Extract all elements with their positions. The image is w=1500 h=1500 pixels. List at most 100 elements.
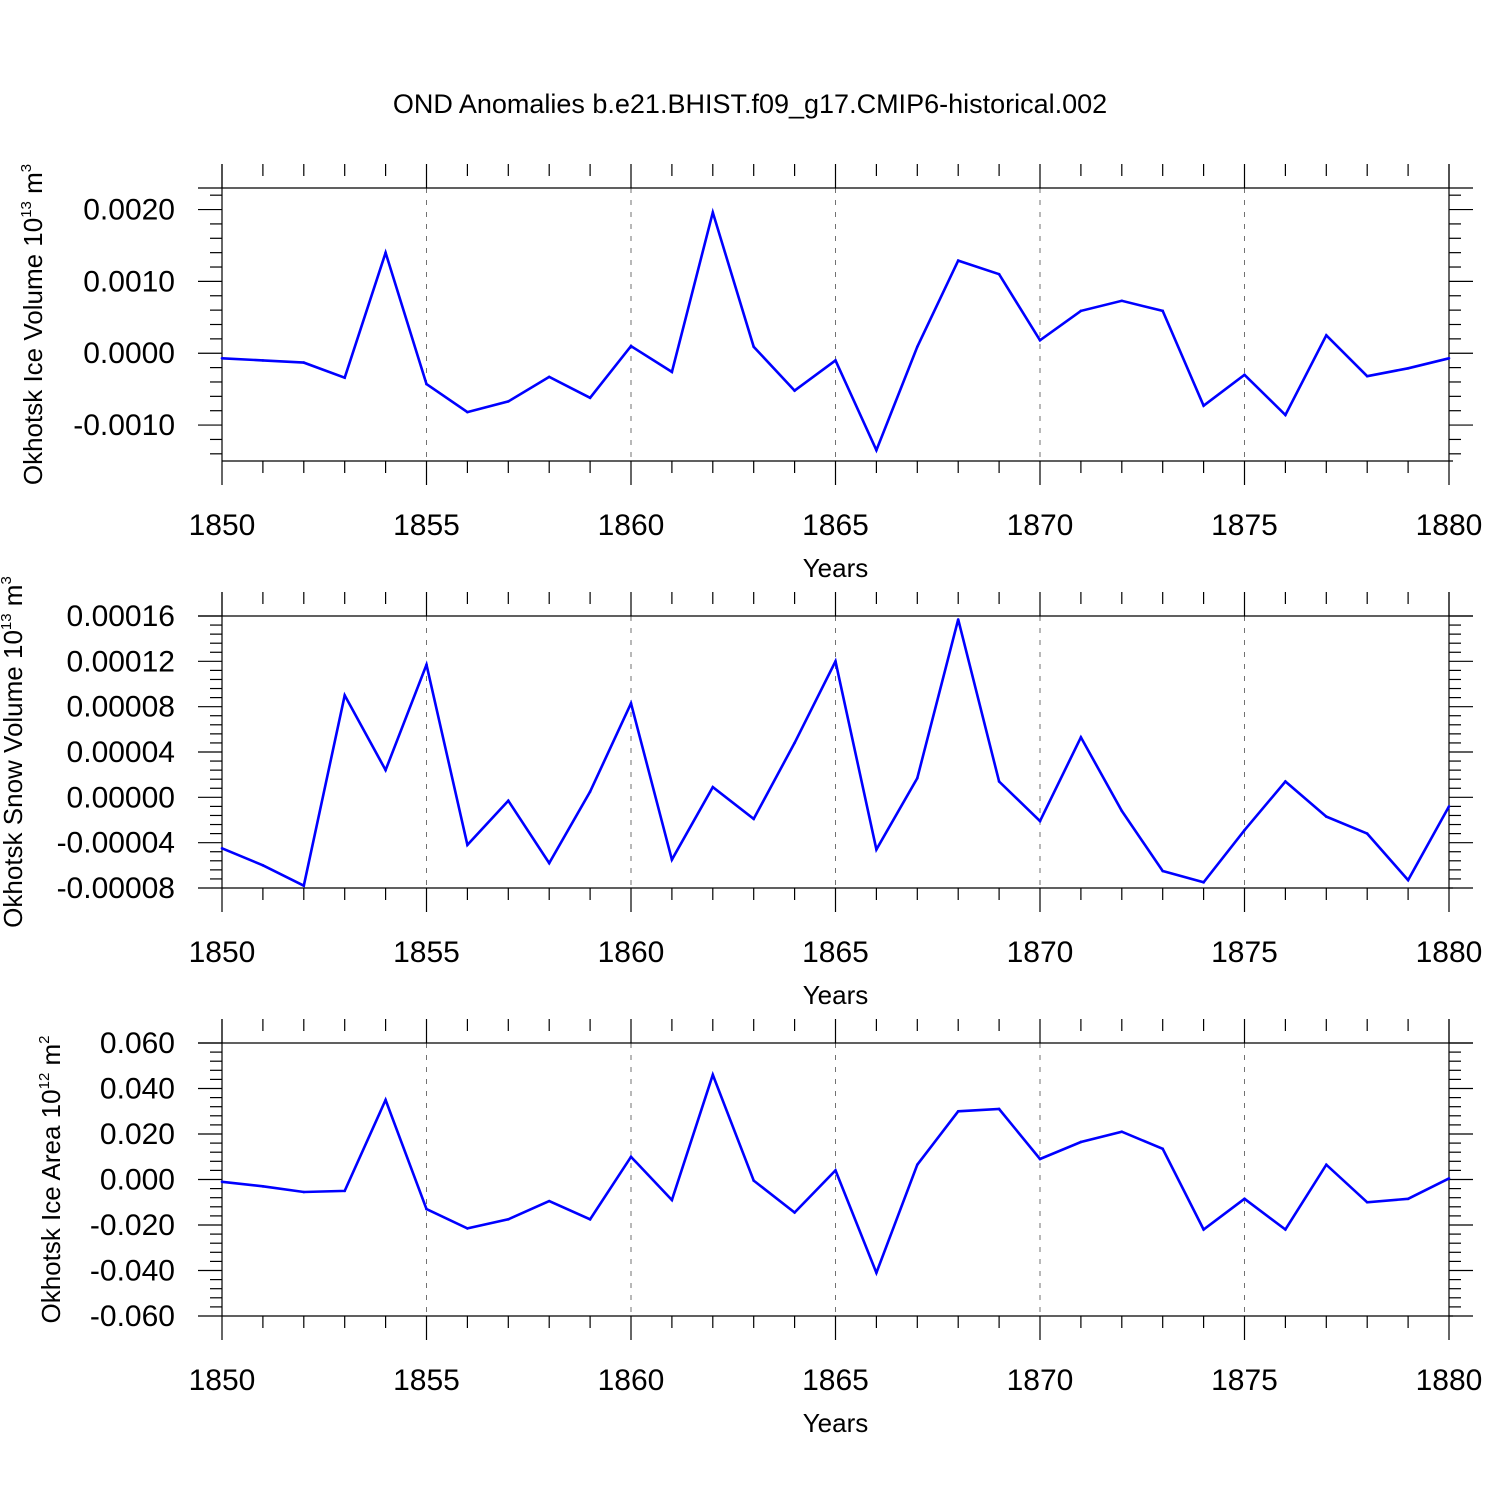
snow-volume-data-point xyxy=(1447,805,1451,808)
snow-volume-data-point xyxy=(588,790,592,793)
ice-volume-data-point xyxy=(507,400,510,403)
snow-volume-data-point xyxy=(1365,832,1369,835)
ice-volume-y-tick-label: -0.0010 xyxy=(73,409,175,442)
ice-volume-data-point xyxy=(793,389,796,392)
snow-volume-data-point xyxy=(670,858,674,861)
snow-volume-data-point xyxy=(1202,881,1205,884)
snow-volume-x-tick-label: 1860 xyxy=(598,936,665,969)
snow-volume-y-tick-label: -0.00004 xyxy=(57,827,175,860)
ice-volume-data-point xyxy=(670,370,674,374)
ice-volume-y-axis-label-unit-exp: 3 xyxy=(18,164,35,172)
snow-volume-data-point xyxy=(1406,878,1410,882)
ice-volume-data-point xyxy=(629,344,633,348)
snow-volume-x-tick-label: 1855 xyxy=(393,936,460,969)
ice-area-y-axis-label-unit: m xyxy=(36,1044,66,1073)
ice-area-data-point xyxy=(507,1218,510,1221)
ice-area-x-tick-label: 1875 xyxy=(1211,1364,1278,1397)
ice-area-data-point xyxy=(629,1155,633,1159)
ice-area-x-tick-label: 1850 xyxy=(189,1364,256,1397)
ice-area-y-tick-label: 0.000 xyxy=(100,1164,175,1197)
ice-area-data-point xyxy=(875,1271,878,1275)
snow-volume-data-point xyxy=(752,817,755,821)
snow-volume-y-tick-label: 0.00008 xyxy=(67,691,175,724)
snow-volume-data-point xyxy=(1243,828,1246,832)
ice-area-data-point xyxy=(834,1169,837,1172)
ice-area-data-point xyxy=(588,1218,592,1221)
ice-volume-data-point xyxy=(384,251,387,254)
ice-area-y-tick-label: 0.060 xyxy=(100,1027,175,1060)
ice-area-data-point xyxy=(425,1207,428,1211)
ice-volume-data-point xyxy=(1161,309,1164,313)
snow-volume-data-point xyxy=(384,768,387,772)
ice-area-data-point xyxy=(1120,1130,1124,1134)
snow-volume-data-point xyxy=(1120,809,1124,813)
ice-area-y-axis-label: Okhotsk Ice Area 1012 m2 xyxy=(36,1035,66,1323)
snow-volume-y-axis-label-exp: 13 xyxy=(0,613,15,630)
snow-volume-data-point xyxy=(1284,780,1287,783)
ice-area-data-point xyxy=(220,1180,224,1184)
ice-volume-data-point xyxy=(1038,339,1042,342)
ice-volume-data-point xyxy=(302,361,306,364)
ice-area-data-point xyxy=(1447,1177,1451,1180)
ice-volume-x-tick-label: 1865 xyxy=(802,509,869,542)
ice-area-data-point xyxy=(670,1198,674,1202)
snow-volume-y-tick-label: -0.00008 xyxy=(57,872,175,905)
ice-area-data-point xyxy=(1365,1200,1369,1204)
ice-area-data-point xyxy=(261,1185,265,1188)
snow-volume-x-axis-label: Years xyxy=(803,980,869,1010)
ice-area-data-point xyxy=(752,1179,755,1182)
ice-volume-y-axis-label: Okhotsk Ice Volume 1013 m3 xyxy=(18,164,48,485)
ice-volume-data-point xyxy=(588,396,592,400)
ice-area-data-point xyxy=(1202,1228,1205,1231)
snow-volume-data-point xyxy=(425,663,428,667)
ice-volume-x-tick-label: 1855 xyxy=(393,509,460,542)
ice-area-y-tick-label: 0.040 xyxy=(100,1073,175,1106)
ice-area-y-tick-label: -0.040 xyxy=(90,1255,175,1288)
ice-area-panel: 1850 1855 1860 1865 1870 1875 1880 Years -0.060 -… xyxy=(36,1019,1482,1438)
ice-volume-y-tick-label: 0.0020 xyxy=(83,194,175,227)
ice-area-data-point xyxy=(1243,1197,1246,1201)
ice-area-data-point xyxy=(302,1190,306,1194)
ice-area-data-point xyxy=(547,1199,551,1203)
ice-volume-data-point xyxy=(1447,356,1451,360)
ice-area-x-tick-label: 1860 xyxy=(598,1364,665,1397)
snow-volume-data-point xyxy=(261,864,265,867)
ice-area-x-tick-label: 1870 xyxy=(1007,1364,1074,1397)
ice-volume-data-point xyxy=(1243,373,1246,377)
ice-area-y-tick-label: 0.020 xyxy=(100,1118,175,1151)
ice-volume-data-point xyxy=(711,211,715,214)
snow-volume-data-point xyxy=(1325,815,1328,818)
ice-volume-data-point xyxy=(916,345,919,349)
ice-area-data-point xyxy=(384,1098,387,1102)
ice-volume-data-point xyxy=(466,410,469,414)
ice-area-x-tick-label: 1855 xyxy=(393,1364,460,1397)
ice-volume-x-tick-label: 1875 xyxy=(1211,509,1278,542)
snow-volume-data-point xyxy=(997,780,1001,783)
ice-area-data-point xyxy=(793,1211,796,1214)
ice-volume-y-axis-label-unit: m xyxy=(18,172,48,201)
ice-area-data-point xyxy=(997,1107,1001,1111)
snow-volume-y-tick-label: 0.00016 xyxy=(67,600,175,633)
ice-volume-data-point xyxy=(997,272,1001,276)
ice-area-data-point xyxy=(1079,1140,1083,1144)
ice-area-data-point xyxy=(466,1227,469,1230)
ice-area-y-tick-label: -0.020 xyxy=(90,1209,175,1242)
snow-volume-y-axis-label: Okhotsk Snow Volume 1013 m3 xyxy=(0,576,28,928)
ice-volume-data-point xyxy=(1120,299,1124,303)
ice-area-data-point xyxy=(711,1073,715,1077)
ice-volume-data-point xyxy=(1202,404,1205,407)
ice-area-data-point xyxy=(1284,1228,1287,1231)
snow-volume-y-tick-label: 0.00000 xyxy=(67,781,175,814)
snow-volume-y-tick-label: 0.00004 xyxy=(67,736,175,769)
snow-volume-data-point xyxy=(1161,869,1164,873)
snow-volume-data-point xyxy=(793,741,796,745)
ice-volume-x-tick-label: 1850 xyxy=(189,509,256,542)
snow-volume-data-point xyxy=(547,861,551,865)
ice-area-x-tick-label: 1880 xyxy=(1416,1364,1483,1397)
snow-volume-y-axis-label-text: Okhotsk Snow Volume 10 xyxy=(0,630,28,928)
snow-volume-x-tick-label: 1875 xyxy=(1211,936,1278,969)
ice-volume-y-tick-label: 0.0000 xyxy=(83,337,175,370)
snow-volume-data-point xyxy=(466,843,469,847)
ice-volume-data-point xyxy=(1079,309,1083,313)
